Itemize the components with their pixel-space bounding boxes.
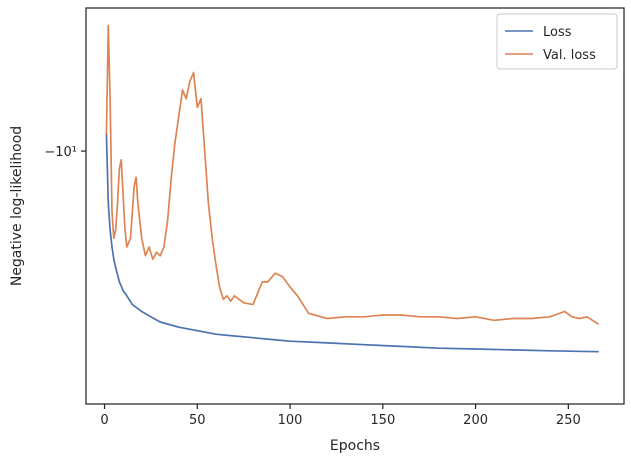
x-tick-label: 200 bbox=[463, 413, 488, 428]
y-tick-label: −10¹ bbox=[44, 145, 77, 160]
x-tick-label: 150 bbox=[370, 413, 395, 428]
x-axis-label: Epochs bbox=[330, 438, 380, 454]
x-tick-label: 50 bbox=[189, 413, 206, 428]
series-line-val-loss bbox=[105, 24, 599, 325]
legend-label-loss: Loss bbox=[543, 25, 572, 40]
plot-frame bbox=[85, 7, 625, 405]
y-axis-ticks: −10¹ bbox=[44, 145, 86, 160]
series-group bbox=[105, 24, 599, 353]
legend: Loss Val. loss bbox=[496, 13, 618, 70]
series-line-loss bbox=[105, 132, 599, 353]
x-tick-label: 100 bbox=[278, 413, 303, 428]
legend-label-val-loss: Val. loss bbox=[543, 48, 596, 63]
y-axis-label: Negative log-likelihood bbox=[9, 126, 25, 286]
x-tick-label: 250 bbox=[556, 413, 581, 428]
x-tick-label: 0 bbox=[100, 413, 108, 428]
x-axis-ticks: 0 50 100 150 200 250 bbox=[100, 404, 581, 428]
legend-box bbox=[496, 13, 618, 70]
